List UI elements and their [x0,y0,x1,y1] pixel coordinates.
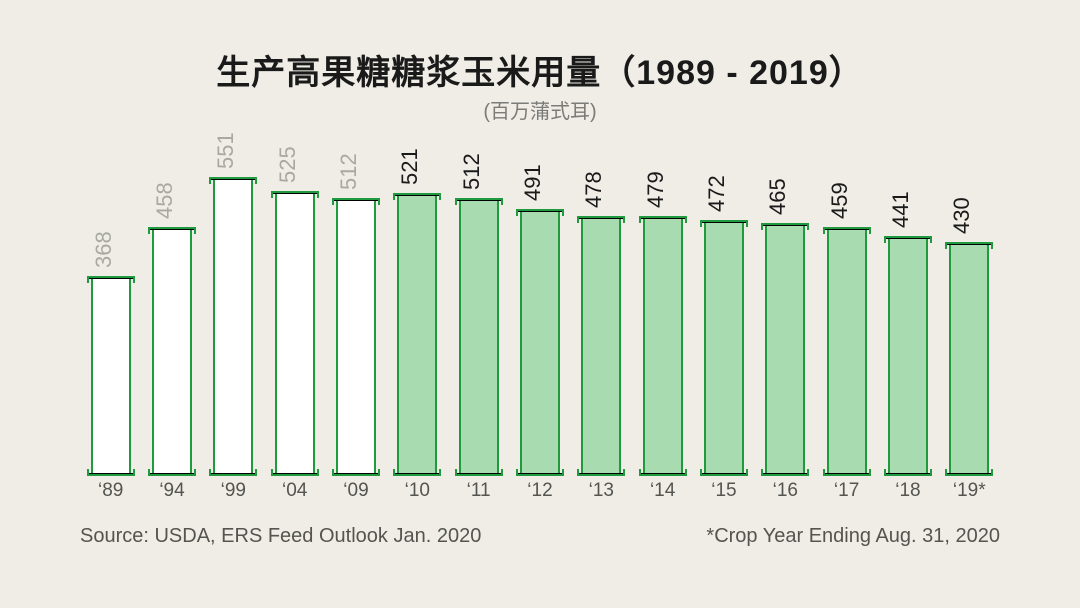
bar: 430 [949,242,989,476]
bar: 512 [336,198,376,476]
x-axis-label: ‘10 [387,480,448,508]
bar-value-label: 521 [397,148,423,185]
x-axis-label: ‘16 [755,480,816,508]
bar-value-label: 368 [91,231,117,268]
bar: 479 [643,216,683,476]
bar-slot: 472 [693,150,754,476]
bar: 465 [765,223,805,476]
bar-value-label: 430 [949,198,975,235]
bar-slot: 459 [816,150,877,476]
bar-slot: 368 [80,150,141,476]
bar-slot: 478 [571,150,632,476]
bar: 478 [581,216,621,476]
bar: 491 [520,209,560,476]
bar: 459 [827,227,867,476]
x-axis-label: ‘17 [816,480,877,508]
x-axis-label: ‘09 [325,480,386,508]
bar: 458 [152,227,192,476]
footnote-text: *Crop Year Ending Aug. 31, 2020 [706,525,1000,548]
x-axis-label: ‘15 [693,480,754,508]
plot-area: 368 458 551 525 512 521 512 491 478 479 472 465 459 4… [80,150,1000,508]
bar-value-label: 441 [888,192,914,229]
bar-value-label: 512 [336,153,362,190]
bar-value-label: 472 [704,175,730,212]
chart-canvas: 生产高果糖糖浆玉米用量（1989 - 2019） (百万蒲式耳) 368 458 5… [0,0,1080,608]
bar-slot: 551 [203,150,264,476]
bar-slot: 521 [387,150,448,476]
x-axis-label: ‘94 [141,480,202,508]
bar-slot: 491 [509,150,570,476]
bar: 512 [459,198,499,476]
bar: 551 [213,177,253,476]
bar-value-label: 458 [152,182,178,219]
x-axis-label: ‘18 [877,480,938,508]
bar-slot: 465 [755,150,816,476]
bar-slot: 512 [325,150,386,476]
bar-value-label: 459 [827,182,853,219]
x-axis-label: ‘13 [571,480,632,508]
bar-value-label: 479 [643,171,669,208]
bar-slot: 430 [939,150,1000,476]
x-axis-label: ‘11 [448,480,509,508]
bar: 525 [275,191,315,476]
bars-container: 368 458 551 525 512 521 512 491 478 479 472 465 459 4… [80,150,1000,476]
bar-value-label: 551 [213,132,239,169]
bar-value-label: 491 [520,165,546,202]
bar-slot: 479 [632,150,693,476]
x-axis-label: ‘89 [80,480,141,508]
bar: 521 [397,193,437,476]
x-axis-label: ‘14 [632,480,693,508]
bar-slot: 512 [448,150,509,476]
bar-slot: 458 [141,150,202,476]
bar: 472 [704,220,744,476]
bar-value-label: 525 [275,146,301,183]
chart-subtitle: (百万蒲式耳) [0,95,1080,124]
x-axis-label: ‘04 [264,480,325,508]
bar-slot: 441 [877,150,938,476]
x-axis-label: ‘19* [939,480,1000,508]
source-text: Source: USDA, ERS Feed Outlook Jan. 2020 [80,525,481,548]
bar: 441 [888,236,928,476]
bar-value-label: 478 [581,172,607,209]
bar: 368 [91,276,131,476]
bar-value-label: 512 [459,153,485,190]
x-axis-label: ‘12 [509,480,570,508]
bar-value-label: 465 [765,179,791,216]
bar-slot: 525 [264,150,325,476]
x-axis-labels: ‘89‘94‘99‘04‘09‘10‘11‘12‘13‘14‘15‘16‘17‘… [80,480,1000,508]
x-axis-label: ‘99 [203,480,264,508]
chart-title: 生产高果糖糖浆玉米用量（1989 - 2019） [0,45,1080,94]
